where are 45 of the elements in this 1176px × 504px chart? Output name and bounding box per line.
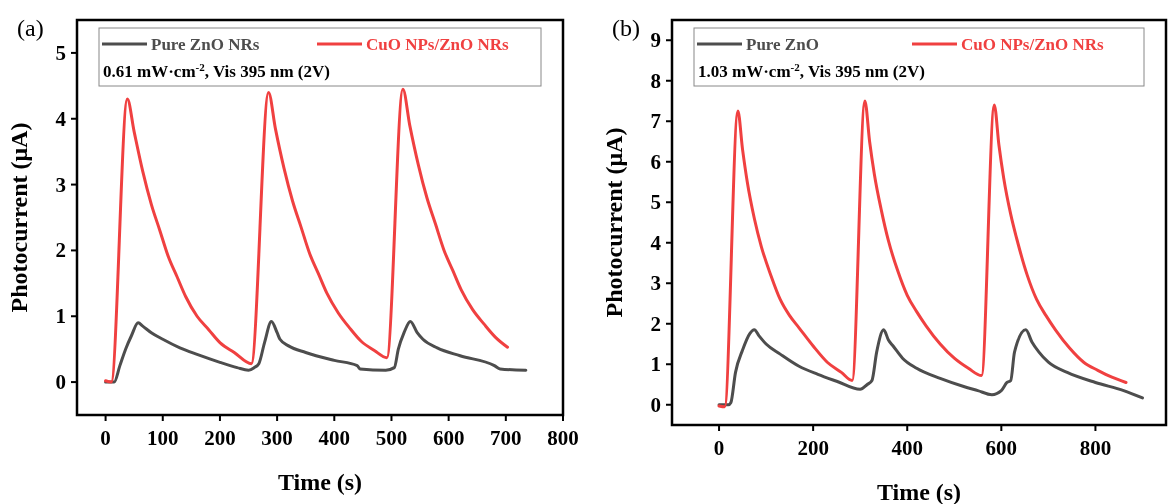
x-tick-label: 0 (713, 436, 725, 460)
x-tick-label: 800 (1079, 436, 1112, 460)
y-tick-label: 3 (55, 172, 66, 197)
y-tick-label: 1 (650, 352, 661, 377)
line-series (717, 99, 1128, 409)
y-tick-label: 4 (55, 106, 67, 131)
x-tick-label: 800 (547, 426, 579, 450)
y-tick-label: 5 (55, 40, 66, 65)
y-tick-label: 2 (650, 311, 661, 336)
line-series (104, 320, 528, 384)
x-tick-label: 600 (432, 426, 465, 450)
x-tick-label: 600 (985, 436, 1018, 460)
y-tick-label: 6 (650, 149, 661, 174)
x-tick-label: 700 (490, 426, 522, 450)
y-tick-label: 0 (55, 370, 66, 395)
y-tick-label: 9 (650, 28, 661, 53)
y-tick-label: 7 (650, 109, 661, 134)
x-tick-label: 500 (375, 426, 408, 450)
x-tick-label: 200 (204, 426, 236, 450)
x-tick-label: 400 (891, 436, 923, 460)
text: (b) (612, 15, 640, 41)
y-axis-title: Photocurrent (μA) (601, 127, 627, 318)
y-tick-label: 5 (650, 190, 661, 215)
x-tick-label: 300 (261, 426, 293, 450)
line-series (104, 87, 510, 384)
x-tick-label: 200 (797, 436, 829, 460)
legend-label: CuO NPs/ZnO NRs (961, 35, 1105, 54)
y-tick-label: 1 (55, 304, 66, 329)
x-axis-title: Time (s) (277, 469, 363, 495)
annotation: 0.61 mW·cm$^{-2}$, Vis 395 nm (2V) (103, 61, 330, 81)
y-axis-title: Photocurrent (μA) (6, 122, 32, 313)
y-tick-label: 8 (650, 68, 661, 93)
legend-label: Pure ZnO (746, 35, 819, 54)
y-tick-label: 0 (650, 392, 661, 417)
y-tick-label: 4 (650, 230, 662, 255)
x-tick-label: 100 (147, 426, 179, 450)
legend-label: CuO NPs/ZnO NRs (366, 35, 510, 54)
annotation: 1.03 mW·cm$^{-2}$, Vis 395 nm (2V) (698, 61, 925, 81)
y-tick-label: 2 (55, 238, 66, 263)
x-tick-label: 400 (318, 426, 351, 450)
y-tick-label: 3 (650, 271, 661, 296)
legend-label: Pure ZnO NRs (151, 35, 260, 54)
line-series (717, 328, 1144, 407)
x-tick-label: 0 (100, 426, 111, 450)
text: (a) (17, 15, 44, 41)
